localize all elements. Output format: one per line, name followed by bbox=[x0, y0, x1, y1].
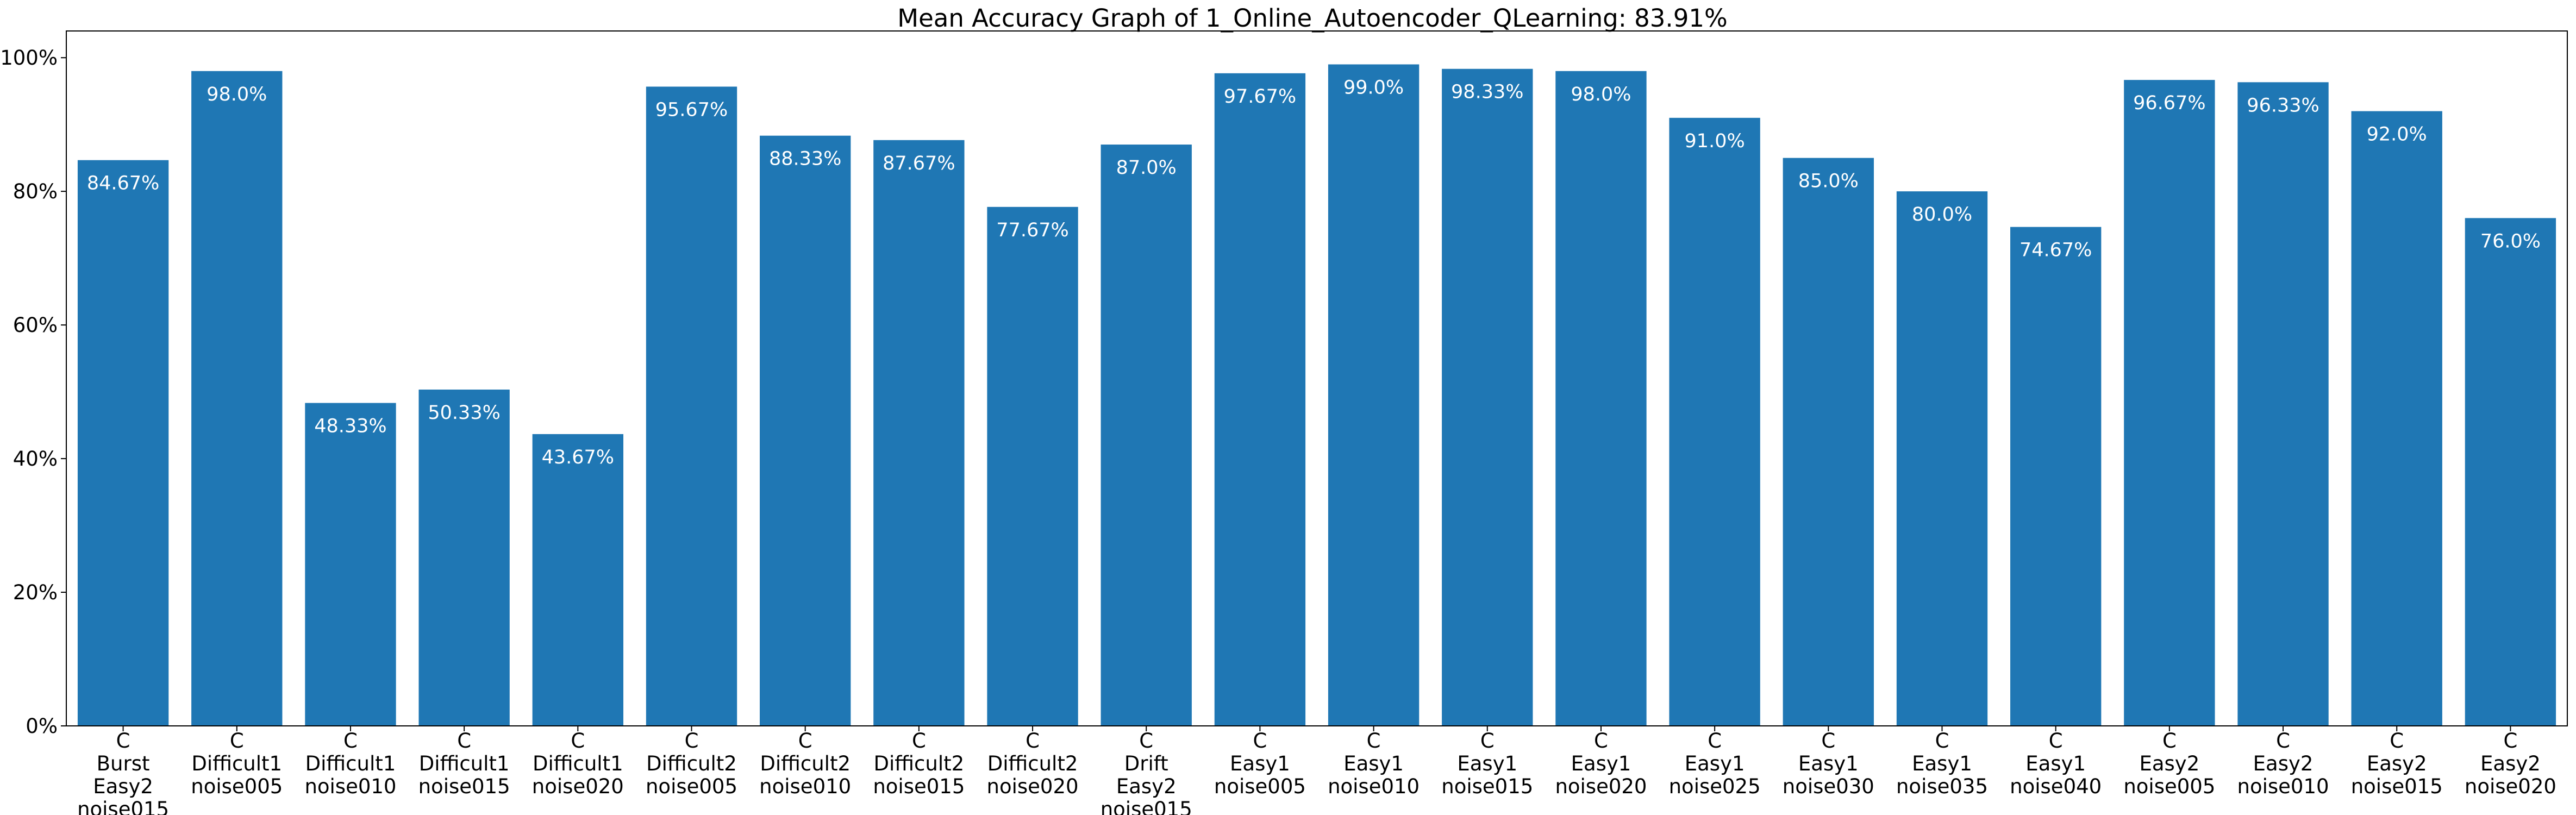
bar bbox=[2010, 227, 2102, 726]
bar bbox=[191, 71, 283, 726]
x-tick-label: C Easy1 noise005 bbox=[1214, 729, 1306, 798]
x-tick-label: C Easy2 noise015 bbox=[2351, 729, 2443, 798]
bar-value-label: 74.67% bbox=[2019, 240, 2092, 261]
x-tick-label: C Difficult2 noise020 bbox=[987, 729, 1079, 798]
plot-area: 0% 20% 40% 60% 80% 100% 84.67% C Burst Easy2 noise… bbox=[0, 46, 2556, 815]
bar-value-label: 97.67% bbox=[1224, 86, 1296, 108]
bar-value-label: 87.67% bbox=[883, 153, 955, 174]
x-tick-label: C Easy2 noise005 bbox=[2123, 729, 2215, 798]
y-tick-label: 80% bbox=[13, 180, 58, 203]
y-tick-label: 40% bbox=[13, 447, 58, 471]
x-tick-label: C Easy2 noise020 bbox=[2465, 729, 2556, 798]
bar bbox=[2237, 82, 2329, 726]
bar bbox=[2351, 111, 2442, 726]
bar-value-label: 77.67% bbox=[996, 220, 1068, 241]
bar bbox=[1783, 158, 1874, 726]
bar-value-label: 50.33% bbox=[428, 402, 500, 424]
y-tick-label: 100% bbox=[0, 46, 58, 70]
bar-value-label: 98.33% bbox=[1451, 82, 1523, 103]
y-tick-label: 20% bbox=[13, 581, 58, 604]
bar-value-label: 87.0% bbox=[1116, 157, 1177, 179]
bar bbox=[873, 140, 965, 726]
bar bbox=[987, 206, 1078, 726]
x-tick-label: C Easy1 noise030 bbox=[1783, 729, 1874, 798]
chart-title: Mean Accuracy Graph of 1_Online_Autoenco… bbox=[897, 4, 1728, 33]
x-tick-label: C Easy1 noise040 bbox=[2010, 729, 2102, 798]
bar bbox=[1669, 117, 1760, 726]
bar-value-label: 80.0% bbox=[1912, 204, 1972, 225]
y-tick-label: 0% bbox=[26, 714, 58, 738]
bar bbox=[305, 403, 396, 726]
x-tick-label: C Easy1 noise010 bbox=[1328, 729, 1420, 798]
x-tick-label: C Difficult1 noise010 bbox=[304, 729, 396, 798]
bar bbox=[1214, 73, 1306, 726]
bar-value-label: 91.0% bbox=[1685, 130, 1745, 152]
x-tick-label: C Difficult2 noise005 bbox=[646, 729, 737, 798]
bar-value-label: 98.0% bbox=[1571, 84, 1631, 105]
x-tick-label: C Easy1 noise025 bbox=[1669, 729, 1761, 798]
x-tick-label: C Difficult1 noise005 bbox=[191, 729, 283, 798]
bar-value-label: 48.33% bbox=[314, 416, 386, 437]
x-tick-label: C Difficult2 noise015 bbox=[873, 729, 965, 798]
bar bbox=[2124, 80, 2215, 726]
bar bbox=[1442, 68, 1533, 726]
bar-value-label: 84.67% bbox=[87, 173, 159, 195]
y-tick-label: 60% bbox=[13, 314, 58, 337]
bar-value-label: 95.67% bbox=[655, 99, 728, 121]
bar-value-label: 76.0% bbox=[2480, 230, 2541, 252]
bar bbox=[646, 86, 737, 726]
bar bbox=[77, 160, 169, 726]
plot-frame bbox=[66, 30, 2568, 726]
bar bbox=[760, 135, 851, 726]
bar bbox=[2465, 218, 2556, 726]
x-tick-label: C Difficult2 noise010 bbox=[759, 729, 851, 798]
x-tick-label: C Easy1 noise015 bbox=[1441, 729, 1533, 798]
bar bbox=[1328, 64, 1420, 726]
x-tick-label: C Difficult1 noise020 bbox=[532, 729, 624, 798]
bar-value-label: 88.33% bbox=[769, 148, 841, 170]
bar-value-label: 85.0% bbox=[1798, 171, 1859, 192]
x-tick-label: C Burst Easy2 noise015 bbox=[77, 729, 169, 815]
bar bbox=[1896, 191, 1988, 726]
bar-value-label: 92.0% bbox=[2367, 124, 2427, 146]
x-tick-label: C Easy2 noise010 bbox=[2237, 729, 2329, 798]
bar-value-label: 96.33% bbox=[2247, 95, 2319, 116]
bar bbox=[1555, 71, 1647, 726]
bar bbox=[532, 434, 623, 726]
x-tick-label: C Easy1 noise035 bbox=[1896, 729, 1988, 798]
bar bbox=[1101, 145, 1192, 726]
x-tick-label: C Easy1 noise020 bbox=[1555, 729, 1647, 798]
bar-value-label: 43.67% bbox=[542, 447, 614, 468]
bar-value-label: 99.0% bbox=[1343, 77, 1404, 98]
bar-value-label: 98.0% bbox=[207, 84, 267, 105]
x-tick-label: C Difficult1 noise015 bbox=[418, 729, 510, 798]
bar bbox=[418, 390, 510, 726]
x-tick-label: C Drift Easy2 noise015 bbox=[1101, 729, 1192, 815]
bar-value-label: 96.67% bbox=[2133, 92, 2205, 114]
